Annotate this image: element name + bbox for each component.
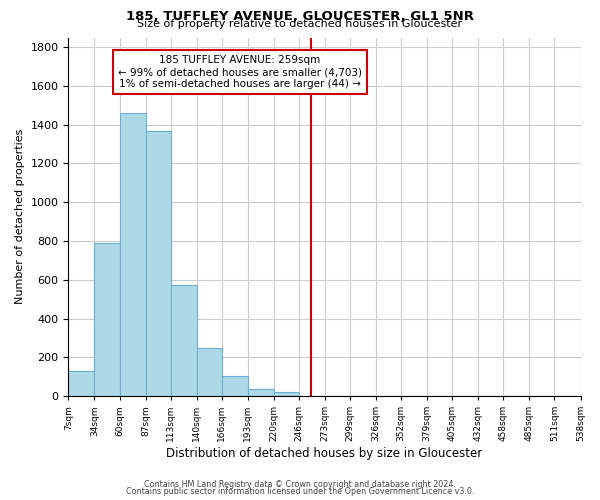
Bar (94, 243, 119, 396)
Bar (274, 392, 299, 396)
Bar (119, 113, 146, 396)
Text: 185 TUFFLEY AVENUE: 259sqm
← 99% of detached houses are smaller (4,703)
1% of se: 185 TUFFLEY AVENUE: 259sqm ← 99% of deta… (118, 56, 362, 88)
Bar (170, 284, 197, 396)
X-axis label: Distribution of detached houses by size in Gloucester: Distribution of detached houses by size … (166, 447, 482, 460)
Y-axis label: Number of detached properties: Number of detached properties (15, 129, 25, 304)
Text: 185, TUFFLEY AVENUE, GLOUCESTER, GL1 5NR: 185, TUFFLEY AVENUE, GLOUCESTER, GL1 5NR (126, 10, 474, 23)
Bar (222, 376, 248, 396)
Bar (197, 348, 222, 396)
Bar (248, 390, 274, 396)
Bar (146, 130, 170, 396)
Text: Contains HM Land Registry data © Crown copyright and database right 2024.: Contains HM Land Registry data © Crown c… (144, 480, 456, 489)
Text: Contains public sector information licensed under the Open Government Licence v3: Contains public sector information licen… (126, 487, 474, 496)
Text: Size of property relative to detached houses in Gloucester: Size of property relative to detached ho… (137, 19, 463, 29)
Bar (68, 371, 94, 396)
